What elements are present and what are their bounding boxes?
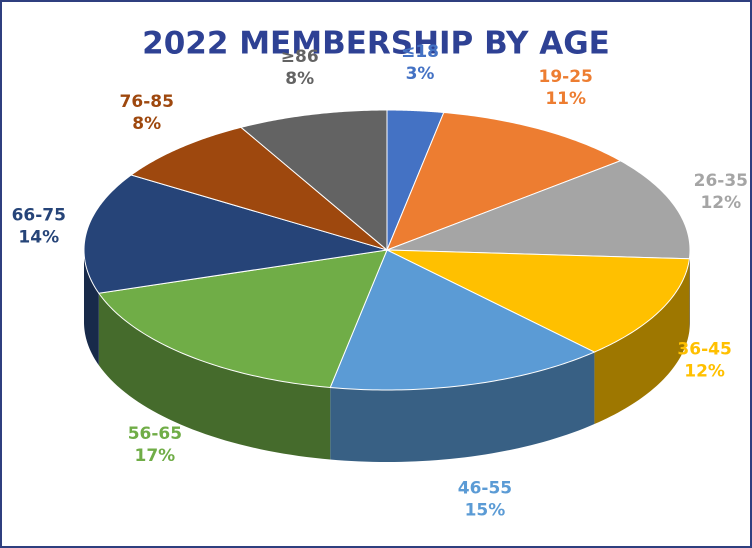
slice <box>386 160 691 260</box>
slice <box>239 109 388 252</box>
slice <box>386 111 622 251</box>
slice-value-label: 14% <box>18 227 59 247</box>
slice-side <box>98 293 331 460</box>
slice-label: ≥86 <box>281 47 319 67</box>
slice-side <box>689 250 690 331</box>
slice-label: 76-85 <box>120 92 174 112</box>
slice-label: ≤18 <box>401 42 439 62</box>
slice-label: 56-65 <box>128 424 182 444</box>
slice-label: 19-25 <box>538 67 592 87</box>
slice-side <box>330 352 595 462</box>
slice <box>97 249 388 389</box>
slice-side <box>594 258 690 425</box>
slice <box>130 126 388 251</box>
slice-value-label: 17% <box>135 446 176 466</box>
slice-label: 36-45 <box>677 340 731 360</box>
slice <box>386 249 690 353</box>
slice-value-label: 11% <box>545 89 586 109</box>
slice-label: 46-55 <box>458 479 512 499</box>
slice-value-label: 8% <box>285 69 314 89</box>
slice <box>329 249 596 391</box>
slice-side <box>84 250 99 366</box>
slice-value-label: 8% <box>132 114 161 134</box>
chart-title: 2022 MEMBERSHIP BY AGE <box>142 26 610 62</box>
slice-value-label: 15% <box>465 501 506 521</box>
slice-value-label: 12% <box>700 193 741 213</box>
slice-value-label: 12% <box>684 362 725 382</box>
slice <box>83 174 388 294</box>
slice-label: 26-35 <box>694 171 748 191</box>
slice-label: 66-75 <box>12 205 66 225</box>
slice-value-label: 3% <box>406 64 435 84</box>
